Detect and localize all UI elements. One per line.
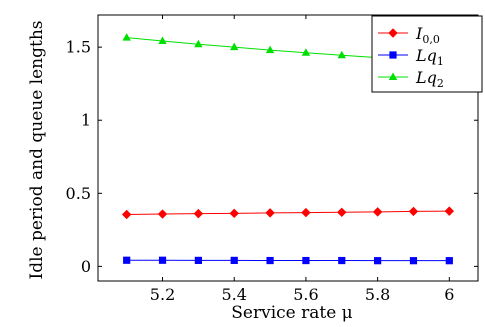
data-point [122,33,131,41]
x-axis-label: Service rate μ [231,303,352,323]
data-point [194,39,203,48]
data-point [409,257,418,265]
data-point [265,208,275,218]
legend-label-subscript: 1 [437,55,444,68]
legend-label-main: Lq [415,68,437,87]
data-point [337,50,346,59]
y-tick-label: 1.5 [66,38,91,57]
legend-item: Lq1 [378,46,444,68]
data-point [230,42,239,51]
legend-marker [388,72,398,80]
data-point [374,257,382,265]
data-point [301,207,311,218]
data-point [194,256,202,264]
data-point [121,209,132,220]
data-point [266,256,274,265]
legend-item: Lq2 [378,68,444,90]
y-tick-label: 0 [81,257,91,276]
legend-label-subscript: 0,0 [422,33,440,46]
data-point [229,208,239,219]
series-I0,0 [121,206,455,220]
data-point [444,206,455,216]
data-point [337,207,347,218]
legend-label-main: I [415,24,423,43]
legend-label-main: Lq [415,46,437,65]
legend-item: I0,0 [378,24,440,46]
data-point [193,208,204,219]
y-tick-label: 0.5 [66,184,91,203]
x-tick-label: 6 [444,285,454,304]
data-point [408,206,419,217]
data-point [158,256,167,264]
data-point [265,45,275,54]
legend-label: I0,0 [415,24,440,46]
series-layer [121,33,455,265]
data-point [445,257,453,265]
x-tick-label: 5.4 [221,285,246,304]
x-tick-label: 5.2 [150,285,175,304]
y-tick-label: 1 [81,111,91,130]
x-ticks: 5.2 5.4 5.6 5.8 6 [150,15,454,304]
data-point [123,256,131,264]
series-Lq1 [123,256,453,265]
data-point [372,207,383,217]
plot-frame [97,14,479,282]
data-point [301,48,311,56]
data-point [302,256,310,265]
data-point [230,256,238,264]
series-line [126,210,450,215]
data-point [158,36,167,45]
legend-marker [389,51,397,59]
x-tick-label: 5.8 [365,285,390,304]
data-point [157,209,168,219]
y-ticks: 0 0.5 1 1.5 [66,38,478,276]
legend-label: Lq2 [415,68,444,90]
data-point [338,256,346,265]
legend-label-subscript: 2 [437,77,444,90]
axes-frame [97,14,479,282]
legend-marker [388,28,398,38]
x-tick-label: 5.6 [293,285,318,304]
legend-label: Lq1 [415,46,444,68]
y-axis-label: Idle period and queue lengths [27,20,47,279]
